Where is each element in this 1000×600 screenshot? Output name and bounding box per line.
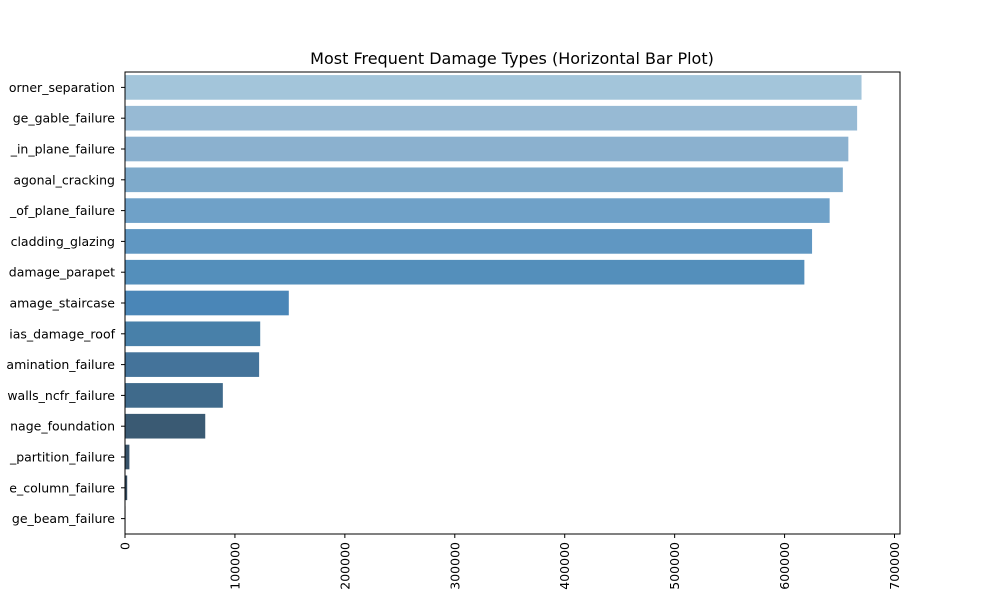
x-tick-label: 300000 [447, 542, 462, 590]
x-axis: 0 100000 200000 300000 400000 500000 600000 700… [118, 534, 902, 590]
x-tick-label: 0 [118, 542, 133, 550]
y-tick-label: e_column_failure [9, 480, 115, 495]
plot-frame [124, 71, 901, 535]
y-tick-label: amination_failure [6, 357, 115, 372]
y-tick-label: ias_damage_roof [9, 326, 115, 341]
y-tick-label: _in_plane_failure [10, 142, 116, 157]
y-tick-label: agonal_cracking [13, 172, 115, 187]
y-tick-label: ge_gable_failure [13, 111, 116, 126]
bar [125, 413, 206, 439]
bar [125, 475, 128, 501]
y-tick-label: damage_parapet [9, 265, 115, 280]
y-tick-label: _of_plane_failure [9, 203, 115, 218]
bar [125, 229, 813, 254]
y-tick-labels: orner_separation ge_gable_failure _in_plan… [6, 80, 125, 526]
x-tick-label: 700000 [887, 542, 902, 590]
bar [125, 290, 289, 316]
bar [125, 167, 843, 193]
y-tick-label: orner_separation [9, 80, 115, 95]
bar [125, 105, 858, 131]
x-tick-label: 600000 [777, 542, 792, 590]
bars-layer [125, 75, 862, 531]
x-tick-label: 500000 [667, 542, 682, 590]
bar [125, 75, 862, 100]
x-tick-label: 200000 [337, 542, 352, 590]
chart-title: Most Frequent Damage Types (Horizontal B… [310, 49, 714, 68]
y-tick-label: walls_ncfr_failure [7, 388, 115, 403]
bar [125, 383, 223, 408]
bar [125, 321, 261, 347]
y-tick-label: amage_staircase [9, 296, 115, 311]
bar [125, 259, 805, 285]
y-tick-label: _partition_failure [9, 450, 115, 465]
x-tick-label: 100000 [227, 542, 242, 590]
bar [125, 136, 849, 162]
bar [125, 444, 130, 470]
y-tick-label: nage_foundation [10, 419, 115, 434]
bar [125, 352, 260, 377]
bar [125, 198, 830, 223]
x-tick-label: 400000 [557, 542, 572, 590]
y-tick-label: ge_beam_failure [12, 511, 115, 526]
y-tick-label: cladding_glazing [11, 234, 115, 249]
